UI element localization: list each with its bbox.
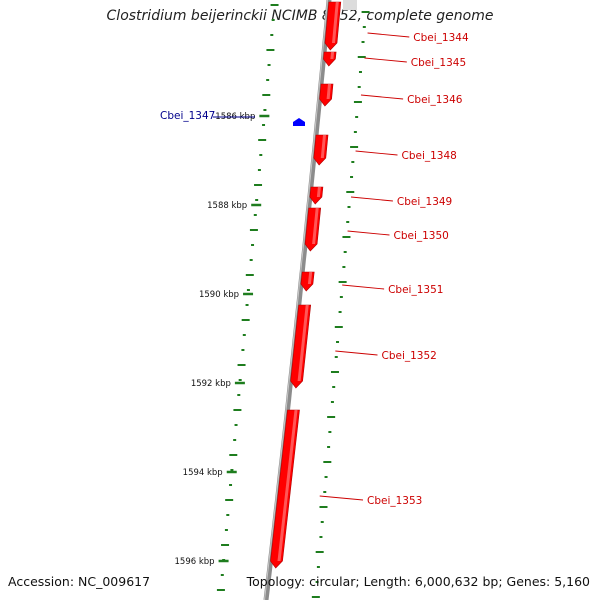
gene-leader-line <box>364 57 407 63</box>
kbp-label: 1588 kbp <box>207 201 247 211</box>
gene-label-cbei-1353[interactable]: Cbei_1353 <box>367 495 422 507</box>
kbp-label: 1596 kbp <box>175 557 215 567</box>
gene-leader-line <box>335 350 378 356</box>
genome-summary: Topology: circular; Length: 6,000,632 bp… <box>246 574 590 589</box>
gene-label-cbei-1351[interactable]: Cbei_1351 <box>388 284 443 296</box>
gene-arrow-shade <box>297 305 309 381</box>
kbp-label: 1594 kbp <box>183 468 223 478</box>
gene-label-cbei-1350[interactable]: Cbei_1350 <box>394 230 449 242</box>
gene-label-cbei-1348[interactable]: Cbei_1348 <box>402 150 457 162</box>
gene-arrow-shade <box>312 208 319 244</box>
gene-label-cbei-1349[interactable]: Cbei_1349 <box>397 196 452 208</box>
gene-arrow-shade <box>330 52 335 59</box>
genome-title: Clostridium beijerinckii NCIMB 8052, com… <box>106 8 494 24</box>
kbp-label: 1590 kbp <box>199 290 239 300</box>
gene-leader-line <box>355 150 398 156</box>
gene-leader-line <box>319 495 364 501</box>
gene-arrow-cbei-1353[interactable] <box>270 409 300 569</box>
gene-leader-line <box>350 196 393 202</box>
gene-leader-line <box>360 94 404 100</box>
gene-arrow-shade <box>332 2 339 43</box>
gene-leader-line <box>367 32 410 38</box>
gene-arrow-shade <box>326 84 331 99</box>
gene-arrow-shade <box>320 135 326 158</box>
gene-label-cbei-1352[interactable]: Cbei_1352 <box>382 350 437 362</box>
gene-label-cbei-1344[interactable]: Cbei_1344 <box>413 32 469 44</box>
gene-arrow-cbei-1347[interactable] <box>293 118 305 126</box>
gene-arrow-shade <box>316 187 321 197</box>
gene-label-cbei-1346[interactable]: Cbei_1346 <box>407 94 463 106</box>
backbone-cap <box>343 0 357 10</box>
gene-arrow-shade <box>277 410 298 561</box>
gene-arrow-cbei-1348[interactable] <box>313 134 329 166</box>
gene-label-cbei-1347[interactable]: Cbei_1347 <box>160 110 215 122</box>
genome-backbone-highlight <box>264 0 328 600</box>
kbp-label: 1592 kbp <box>191 379 231 389</box>
gene-leader-line <box>347 230 390 236</box>
gene-leader-line <box>342 284 385 290</box>
accession-label: Accession: NC_009617 <box>8 574 151 589</box>
gene-arrow-shade <box>307 272 313 284</box>
gene-label-cbei-1345[interactable]: Cbei_1345 <box>411 57 466 69</box>
